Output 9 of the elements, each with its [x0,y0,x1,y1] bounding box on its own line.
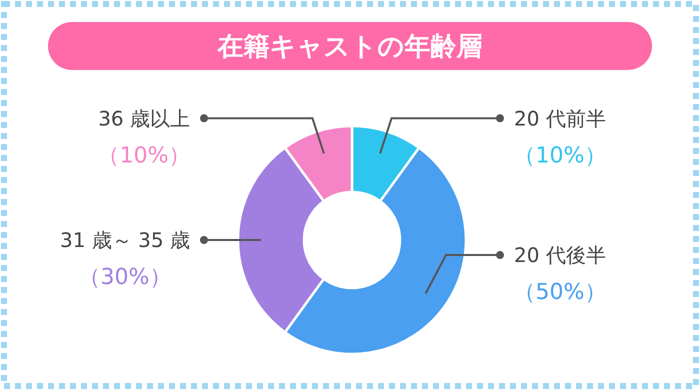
slice-label: 20 代前半 [514,106,606,130]
data-label: （50%） [513,280,606,306]
data-label: （10%） [513,143,606,168]
slice-label: 20 代後半 [514,243,606,268]
chart-title: 在籍キャストの年齢層 [216,32,482,62]
slice-label: 36 歳以上 [98,106,190,130]
slice-label: 31 歳～ 35 歳 [60,228,190,252]
data-label: （30%） [78,265,172,290]
data-label: （10%） [98,143,191,168]
